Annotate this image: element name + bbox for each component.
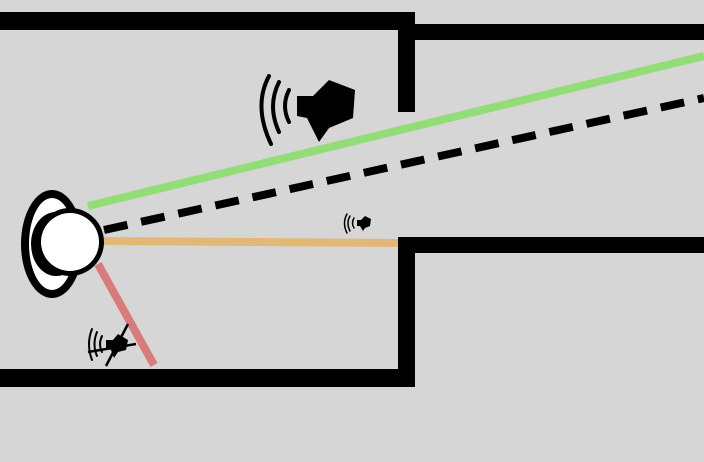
- lower-divider-wall: [398, 237, 415, 387]
- speaker-muted-icon: [87, 323, 137, 367]
- speaker-loud-icon: [259, 74, 355, 146]
- bottom-wall: [0, 369, 415, 387]
- top-wall-right: [398, 24, 704, 40]
- blocked-sound-path: [94, 262, 158, 367]
- direct-line-of-sight: [103, 94, 704, 234]
- listener-head-icon: [21, 190, 104, 298]
- speaker-quiet-icon: [343, 213, 371, 234]
- top-wall-left: [0, 12, 415, 30]
- muffled-sound-path: [103, 237, 399, 247]
- upper-divider-wall: [398, 24, 415, 112]
- clear-sound-path: [87, 52, 704, 210]
- middle-corridor-wall: [398, 237, 704, 253]
- walls: [0, 12, 704, 387]
